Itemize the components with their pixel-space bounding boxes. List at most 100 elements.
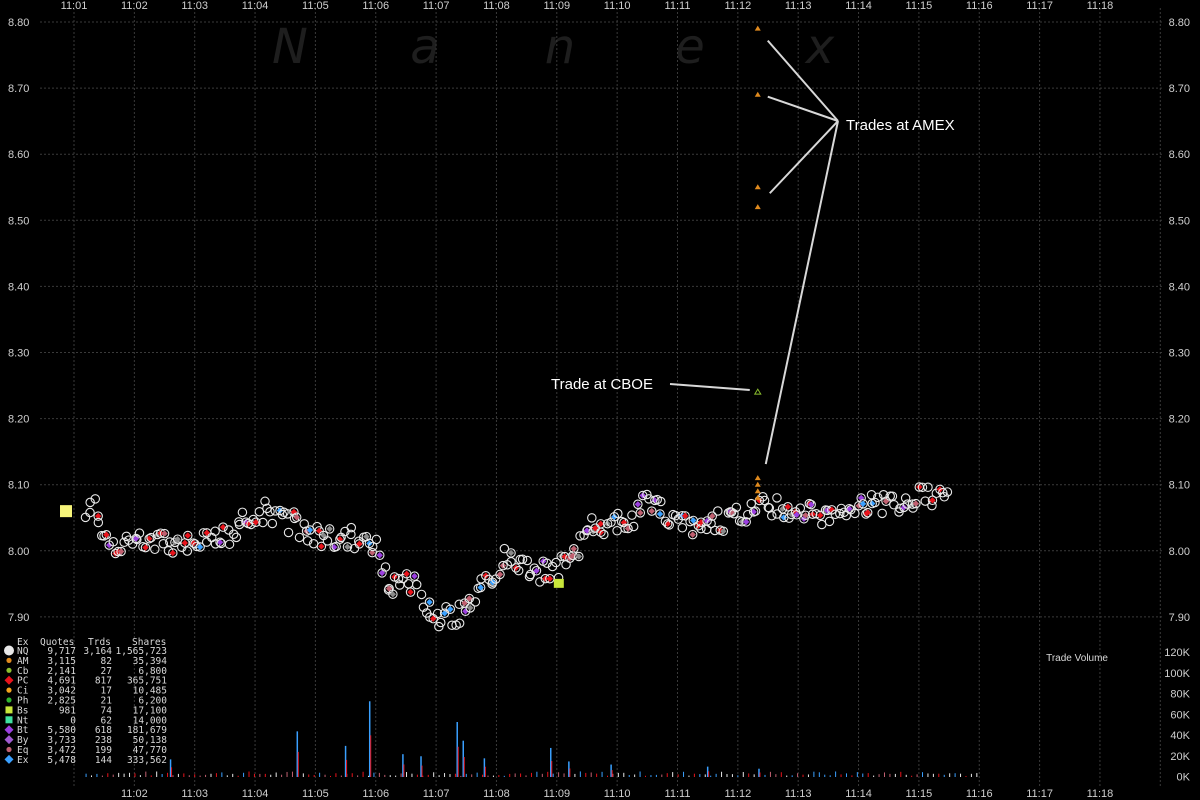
nasdaq-quote-marker bbox=[228, 529, 239, 539]
exchange-trade-marker bbox=[344, 543, 351, 551]
bottom-time-label: 11:07 bbox=[423, 788, 450, 800]
exchange-trade-marker bbox=[929, 497, 936, 504]
top-time-label: 11:03 bbox=[181, 0, 208, 12]
nasdaq-quote-marker bbox=[551, 557, 561, 568]
exchange-trade-marker bbox=[94, 512, 102, 520]
nasdaq-quote-marker bbox=[394, 580, 405, 590]
nasdaq-quote-marker bbox=[942, 487, 953, 497]
nasdaq-quote-marker bbox=[403, 579, 414, 589]
legend-header: Ex bbox=[17, 637, 29, 648]
watermark-letter: a bbox=[410, 19, 439, 75]
legend-quotes: 3,472 bbox=[47, 745, 76, 756]
nasdaq-quote-marker bbox=[85, 507, 95, 518]
exchange-trade-marker bbox=[441, 610, 448, 617]
exchange-trade-marker bbox=[611, 513, 618, 520]
nasdaq-quote-marker bbox=[856, 493, 866, 503]
nasdaq-quote-marker bbox=[265, 506, 275, 517]
legend-swatch bbox=[4, 754, 14, 764]
exchange-trade-marker bbox=[859, 500, 867, 508]
annotation-leader-line bbox=[669, 383, 750, 391]
right-price-label: 8.40 bbox=[1169, 281, 1190, 293]
watermark-letter: n bbox=[545, 19, 575, 75]
top-time-label: 11:04 bbox=[242, 0, 269, 12]
nasdaq-quote-marker bbox=[506, 548, 516, 558]
nasdaq-quote-marker bbox=[726, 507, 737, 517]
left-price-label: 8.00 bbox=[8, 546, 29, 558]
exchange-trade-marker bbox=[306, 526, 314, 534]
nasdaq-quote-marker bbox=[804, 498, 815, 509]
legend-header: Quotes bbox=[40, 637, 74, 648]
amex-trade-marker bbox=[754, 25, 761, 31]
nasdaq-quote-marker bbox=[844, 503, 855, 514]
nasdaq-quote-marker bbox=[262, 503, 272, 514]
nasdaq-quote-marker bbox=[858, 499, 868, 509]
nasdaq-quote-marker bbox=[627, 510, 637, 520]
exchange-trade-marker bbox=[681, 512, 689, 520]
amex-trade-marker bbox=[754, 481, 761, 487]
nasdaq-quote-marker bbox=[596, 527, 606, 538]
nasdaq-quote-marker bbox=[662, 519, 673, 529]
nasdaq-quote-marker bbox=[664, 520, 675, 530]
legend-quotes: 3,733 bbox=[47, 735, 76, 746]
exchange-trade-marker bbox=[447, 606, 454, 613]
nasdaq-quote-marker bbox=[511, 563, 521, 573]
exchange-trade-marker bbox=[689, 531, 696, 538]
nasdaq-quote-marker bbox=[795, 503, 806, 513]
exchange-trade-marker bbox=[533, 567, 540, 574]
exchange-trade-marker bbox=[174, 536, 181, 543]
legend-trades: 618 bbox=[95, 725, 112, 736]
nasdaq-quote-marker bbox=[322, 536, 333, 546]
exchange-trade-marker bbox=[546, 575, 554, 582]
nasdaq-quote-marker bbox=[80, 512, 91, 523]
nasdaq-quote-marker bbox=[861, 509, 871, 519]
nasdaq-quote-marker bbox=[436, 617, 446, 628]
exchange-trade-marker bbox=[597, 529, 605, 536]
legend-shares: 50,138 bbox=[133, 735, 168, 746]
nasdaq-quote-marker bbox=[224, 539, 235, 550]
nasdaq-quote-marker bbox=[182, 546, 193, 556]
nasdaq-quote-marker bbox=[346, 522, 357, 533]
nasdaq-quote-marker bbox=[168, 548, 178, 558]
nasdaq-quote-marker bbox=[277, 509, 288, 520]
nasdaq-quote-marker bbox=[302, 536, 313, 546]
nasdaq-quote-marker bbox=[707, 511, 717, 521]
nasdaq-quote-marker bbox=[872, 492, 883, 503]
left-price-label: 8.30 bbox=[8, 348, 29, 360]
left-price-label: 7.90 bbox=[8, 612, 29, 624]
legend-trades: 17 bbox=[101, 686, 112, 697]
nasdaq-quote-marker bbox=[132, 534, 142, 545]
amex-trade-marker bbox=[754, 91, 761, 97]
legend-shares: 6,800 bbox=[138, 666, 167, 677]
legend-swatch bbox=[5, 706, 13, 714]
bottom-time-label: 11:04 bbox=[242, 788, 269, 800]
exchange-trade-marker bbox=[569, 552, 577, 559]
exchange-trade-marker bbox=[648, 507, 655, 515]
exchange-trade-marker bbox=[161, 530, 168, 537]
nasdaq-quote-marker bbox=[364, 538, 375, 549]
legend-exchange: Cb bbox=[17, 666, 29, 677]
grid-lines bbox=[40, 8, 1162, 786]
left-price-label: 8.50 bbox=[8, 215, 29, 227]
nasdaq-quote-marker bbox=[656, 496, 666, 507]
nasdaq-quote-marker bbox=[380, 562, 391, 572]
axis-labels: 11:01 11:02 11:03 11:04 11:05 11:06 11:07 11:08… bbox=[8, 0, 1191, 800]
nasdaq-quote-marker bbox=[830, 509, 841, 520]
nasdaq-quote-marker bbox=[870, 497, 880, 508]
exchange-trade-marker bbox=[330, 544, 338, 551]
nasdaq-quote-marker bbox=[291, 512, 302, 523]
nasdaq-quote-marker bbox=[158, 538, 169, 549]
nasdaq-quote-marker bbox=[766, 511, 777, 521]
quote-trade-markers bbox=[60, 25, 953, 632]
annotation-leader-line bbox=[769, 120, 839, 194]
exchange-trade-marker bbox=[575, 553, 583, 560]
nasdaq-quote-marker bbox=[513, 565, 524, 576]
nasdaq-quote-marker bbox=[806, 499, 816, 510]
exchange-trade-marker bbox=[709, 512, 716, 520]
nasdaq-quote-marker bbox=[454, 618, 465, 629]
annotation-leader-line bbox=[767, 95, 839, 122]
exchange-trade-marker bbox=[181, 539, 189, 547]
volume-axis-label: Trade Volume bbox=[1046, 653, 1108, 664]
nasdaq-quote-marker bbox=[93, 517, 104, 528]
top-time-label: 11:12 bbox=[724, 0, 751, 12]
nasdaq-quote-marker bbox=[258, 517, 268, 528]
